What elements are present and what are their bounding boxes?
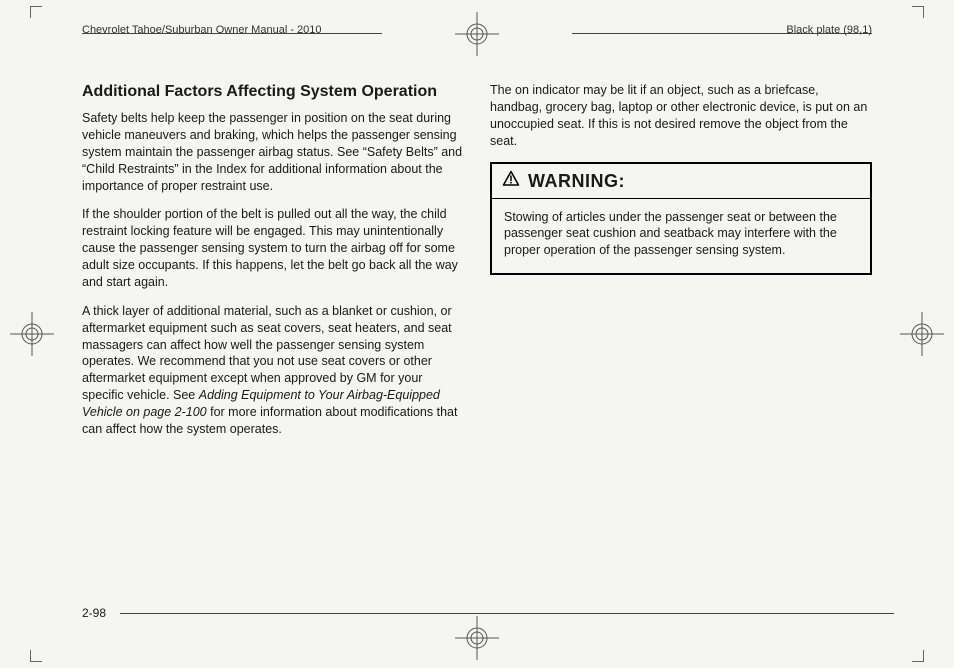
header-rule-left	[82, 33, 382, 34]
body-paragraph: A thick layer of additional material, su…	[82, 303, 464, 438]
manual-page: Chevrolet Tahoe/Suburban Owner Manual - …	[0, 0, 954, 668]
warning-triangle-icon	[502, 170, 520, 193]
body-paragraph: If the shoulder portion of the belt is p…	[82, 206, 464, 290]
left-column: Additional Factors Affecting System Oper…	[82, 82, 464, 578]
body-paragraph: The on indicator may be lit if an object…	[490, 82, 872, 150]
registration-mark-left-icon	[10, 312, 54, 356]
registration-mark-right-icon	[900, 312, 944, 356]
registration-mark-bottom-icon	[455, 616, 499, 660]
warning-title: WARNING:	[528, 171, 625, 192]
warning-box: WARNING: Stowing of articles under the p…	[490, 162, 872, 276]
warning-body-text: Stowing of articles under the passenger …	[492, 199, 870, 274]
page-number: 2-98	[82, 606, 106, 620]
crop-mark-tr	[912, 6, 924, 18]
content-area: Additional Factors Affecting System Oper…	[82, 82, 872, 578]
crop-mark-br	[912, 650, 924, 662]
section-heading: Additional Factors Affecting System Oper…	[82, 82, 464, 102]
crop-mark-tl	[30, 6, 42, 18]
footer-rule	[120, 613, 894, 614]
warning-header: WARNING:	[492, 164, 870, 199]
header-rule-right	[572, 33, 872, 34]
right-column: The on indicator may be lit if an object…	[490, 82, 872, 578]
header-right-text: Black plate (98,1)	[786, 24, 872, 36]
header-left-text: Chevrolet Tahoe/Suburban Owner Manual - …	[82, 24, 322, 36]
crop-mark-bl	[30, 650, 42, 662]
registration-mark-top-icon	[455, 12, 499, 56]
body-paragraph: Safety belts help keep the passenger in …	[82, 110, 464, 194]
